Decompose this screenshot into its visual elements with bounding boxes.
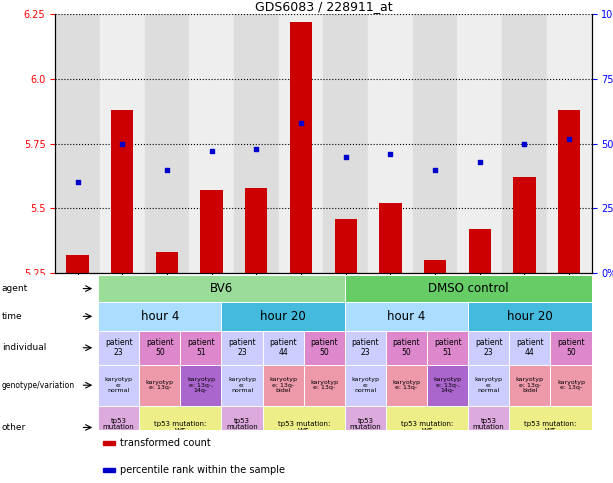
Text: patient
44: patient 44 xyxy=(516,339,544,357)
Text: hour 20: hour 20 xyxy=(261,310,306,323)
Text: karyotyp
e:
normal: karyotyp e: normal xyxy=(474,377,503,393)
Text: karyotyp
e: 13q-
bidel: karyotyp e: 13q- bidel xyxy=(516,377,544,393)
Text: patient
51: patient 51 xyxy=(187,339,215,357)
Point xyxy=(251,145,261,153)
Text: tp53 mutation:
WT: tp53 mutation: WT xyxy=(524,421,577,434)
Point xyxy=(565,135,574,142)
Text: patient
50: patient 50 xyxy=(557,339,585,357)
Bar xyxy=(290,22,312,273)
Bar xyxy=(200,190,223,273)
Text: karyotyp
e: 13q-,
14q-: karyotyp e: 13q-, 14q- xyxy=(187,377,215,393)
Text: karyotyp
e:
normal: karyotyp e: normal xyxy=(105,377,132,393)
Bar xyxy=(111,110,134,273)
Point xyxy=(386,150,395,158)
Bar xyxy=(468,229,491,273)
Bar xyxy=(100,14,145,273)
Text: patient
23: patient 23 xyxy=(352,339,379,357)
Point xyxy=(520,140,530,147)
Text: karyotyp
e: 13q-
bidel: karyotyp e: 13q- bidel xyxy=(269,377,297,393)
Bar xyxy=(103,441,115,445)
Point xyxy=(475,158,485,166)
Point xyxy=(341,153,351,160)
Bar xyxy=(55,14,100,273)
Text: hour 20: hour 20 xyxy=(507,310,553,323)
Text: karyotyp
e:
normal: karyotyp e: normal xyxy=(351,377,379,393)
Point xyxy=(207,148,216,156)
Bar xyxy=(66,255,89,273)
Text: patient
23: patient 23 xyxy=(105,339,132,357)
Text: tp53
mutation
: MUT: tp53 mutation : MUT xyxy=(226,418,258,437)
Text: genotype/variation: genotype/variation xyxy=(2,381,75,390)
Text: patient
23: patient 23 xyxy=(475,339,503,357)
Text: tp53
mutation
: MUT: tp53 mutation : MUT xyxy=(103,418,134,437)
Point xyxy=(430,166,440,173)
Text: tp53 mutation:
WT: tp53 mutation: WT xyxy=(278,421,330,434)
Text: patient
50: patient 50 xyxy=(310,339,338,357)
Bar xyxy=(335,219,357,273)
Bar xyxy=(424,260,446,273)
Text: tp53 mutation:
WT: tp53 mutation: WT xyxy=(154,421,207,434)
Text: tp53
mutation
: MUT: tp53 mutation : MUT xyxy=(473,418,504,437)
Text: hour 4: hour 4 xyxy=(387,310,425,323)
Text: karyotyp
e: 13q-: karyotyp e: 13q- xyxy=(310,380,338,390)
Text: patient
51: patient 51 xyxy=(434,339,462,357)
Bar xyxy=(189,14,234,273)
Bar xyxy=(502,14,547,273)
Text: patient
50: patient 50 xyxy=(146,339,173,357)
Text: other: other xyxy=(2,423,26,432)
Bar xyxy=(156,252,178,273)
Text: patient
50: patient 50 xyxy=(393,339,421,357)
Bar xyxy=(457,14,502,273)
Text: patient
44: patient 44 xyxy=(269,339,297,357)
Bar xyxy=(245,187,267,273)
Text: karyotyp
e:
normal: karyotyp e: normal xyxy=(228,377,256,393)
Bar xyxy=(234,14,279,273)
Text: agent: agent xyxy=(2,284,28,293)
Bar xyxy=(324,14,368,273)
Text: individual: individual xyxy=(2,343,47,352)
Text: karyotyp
e: 13q-: karyotyp e: 13q- xyxy=(557,380,585,390)
Text: tp53
mutation
: MUT: tp53 mutation : MUT xyxy=(349,418,381,437)
Point xyxy=(72,179,82,186)
Bar xyxy=(513,177,536,273)
Point xyxy=(117,140,127,147)
Text: tp53 mutation:
WT: tp53 mutation: WT xyxy=(401,421,453,434)
Title: GDS6083 / 228911_at: GDS6083 / 228911_at xyxy=(254,0,392,14)
Bar xyxy=(279,14,324,273)
Bar xyxy=(145,14,189,273)
Bar xyxy=(558,110,581,273)
Text: karyotyp
e: 13q-: karyotyp e: 13q- xyxy=(146,380,173,390)
Text: transformed count: transformed count xyxy=(120,438,211,448)
Bar xyxy=(103,468,115,472)
Bar xyxy=(413,14,457,273)
Text: BV6: BV6 xyxy=(210,282,233,295)
Bar xyxy=(368,14,413,273)
Text: time: time xyxy=(2,312,23,321)
Text: percentile rank within the sample: percentile rank within the sample xyxy=(120,465,285,475)
Text: patient
23: patient 23 xyxy=(228,339,256,357)
Bar xyxy=(379,203,402,273)
Text: karyotyp
e: 13q-: karyotyp e: 13q- xyxy=(392,380,421,390)
Point xyxy=(296,119,306,127)
Text: hour 4: hour 4 xyxy=(140,310,179,323)
Text: karyotyp
e: 13q-,
14q-: karyotyp e: 13q-, 14q- xyxy=(433,377,462,393)
Point xyxy=(162,166,172,173)
Bar xyxy=(547,14,592,273)
Text: DMSO control: DMSO control xyxy=(428,282,509,295)
